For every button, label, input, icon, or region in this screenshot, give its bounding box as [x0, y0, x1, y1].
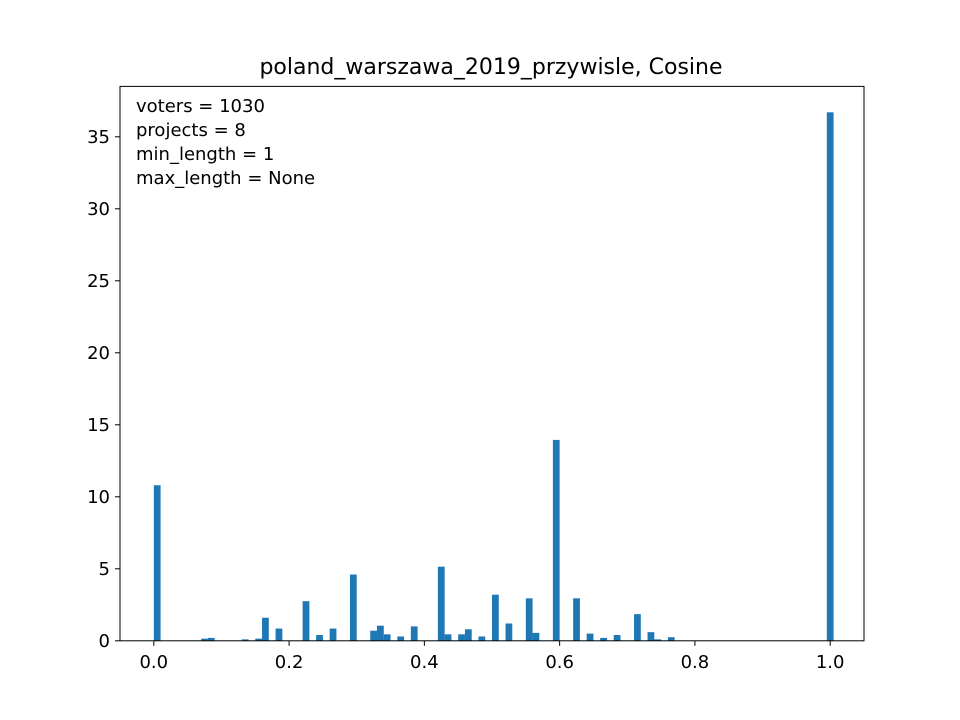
chart-title: poland_warszawa_2019_przywisle, Cosine: [259, 55, 722, 80]
x-tick-label: 0.4: [410, 652, 439, 673]
histogram-bar: [600, 637, 607, 641]
histogram-bar: [241, 639, 249, 641]
histogram-bar: [201, 638, 208, 641]
x-tick-label: 0.6: [545, 652, 574, 673]
histogram-bar: [255, 638, 263, 641]
histogram-bar: [573, 598, 580, 641]
y-tick-label: 30: [87, 199, 110, 220]
histogram-bar: [329, 628, 337, 641]
y-tick-label: 10: [87, 487, 110, 508]
stats-annotation: voters = 1030 projects = 8 min_length = 1 m…: [136, 96, 315, 189]
histogram-bar: [505, 623, 513, 641]
y-tick-label: 0: [99, 631, 110, 652]
histogram-bar: [410, 626, 418, 641]
x-tick-label: 1.0: [816, 652, 845, 673]
histogram-bar: [207, 637, 215, 641]
y-tick-label: 15: [87, 415, 110, 436]
histogram-bar: [552, 439, 560, 641]
histogram-bar: [444, 634, 452, 641]
histogram-bar: [349, 574, 357, 641]
histogram-bar: [532, 632, 540, 641]
histogram-bar: [525, 598, 533, 641]
annotation-line: projects = 8: [136, 120, 246, 141]
histogram-bar: [397, 636, 405, 641]
y-tick-label: 35: [87, 127, 110, 148]
histogram-bar: [153, 485, 161, 641]
histogram-bar: [586, 633, 594, 641]
histogram-bar: [647, 632, 655, 641]
annotation-line: min_length = 1: [136, 144, 274, 165]
histogram-bar: [437, 566, 445, 641]
histogram-bar: [654, 639, 662, 641]
annotation-line: max_length = None: [136, 168, 315, 189]
histogram-bar: [667, 637, 675, 641]
x-axis: 0.0 0.2 0.4 0.6 0.8 1.0: [139, 640, 845, 673]
histogram-bar: [464, 629, 472, 641]
histogram-bar: [275, 628, 283, 641]
y-tick-label: 20: [87, 343, 110, 364]
plot-frame: [119, 85, 865, 642]
histogram-bar: [377, 625, 384, 641]
y-tick-label: 5: [99, 559, 110, 580]
x-tick-label: 0.0: [139, 652, 168, 673]
histogram-bar: [302, 601, 310, 641]
histogram-bar: [478, 636, 486, 641]
annotation-line: voters = 1030: [136, 96, 265, 117]
y-axis: 0 5 10 15 20 25 30 35: [87, 127, 120, 652]
y-tick-label: 25: [87, 271, 110, 292]
x-tick-label: 0.2: [275, 652, 304, 673]
histogram-bar: [826, 112, 834, 641]
histogram-bar: [316, 635, 323, 641]
x-tick-label: 0.8: [681, 652, 710, 673]
histogram-bar: [613, 635, 621, 641]
histogram-bar: [492, 594, 499, 641]
histogram-bar: [370, 630, 378, 641]
bars-group: [153, 112, 834, 641]
histogram-bar: [262, 617, 269, 641]
histogram-bar: [634, 614, 641, 641]
histogram-bar: [383, 634, 391, 641]
histogram-bar: [458, 634, 465, 641]
